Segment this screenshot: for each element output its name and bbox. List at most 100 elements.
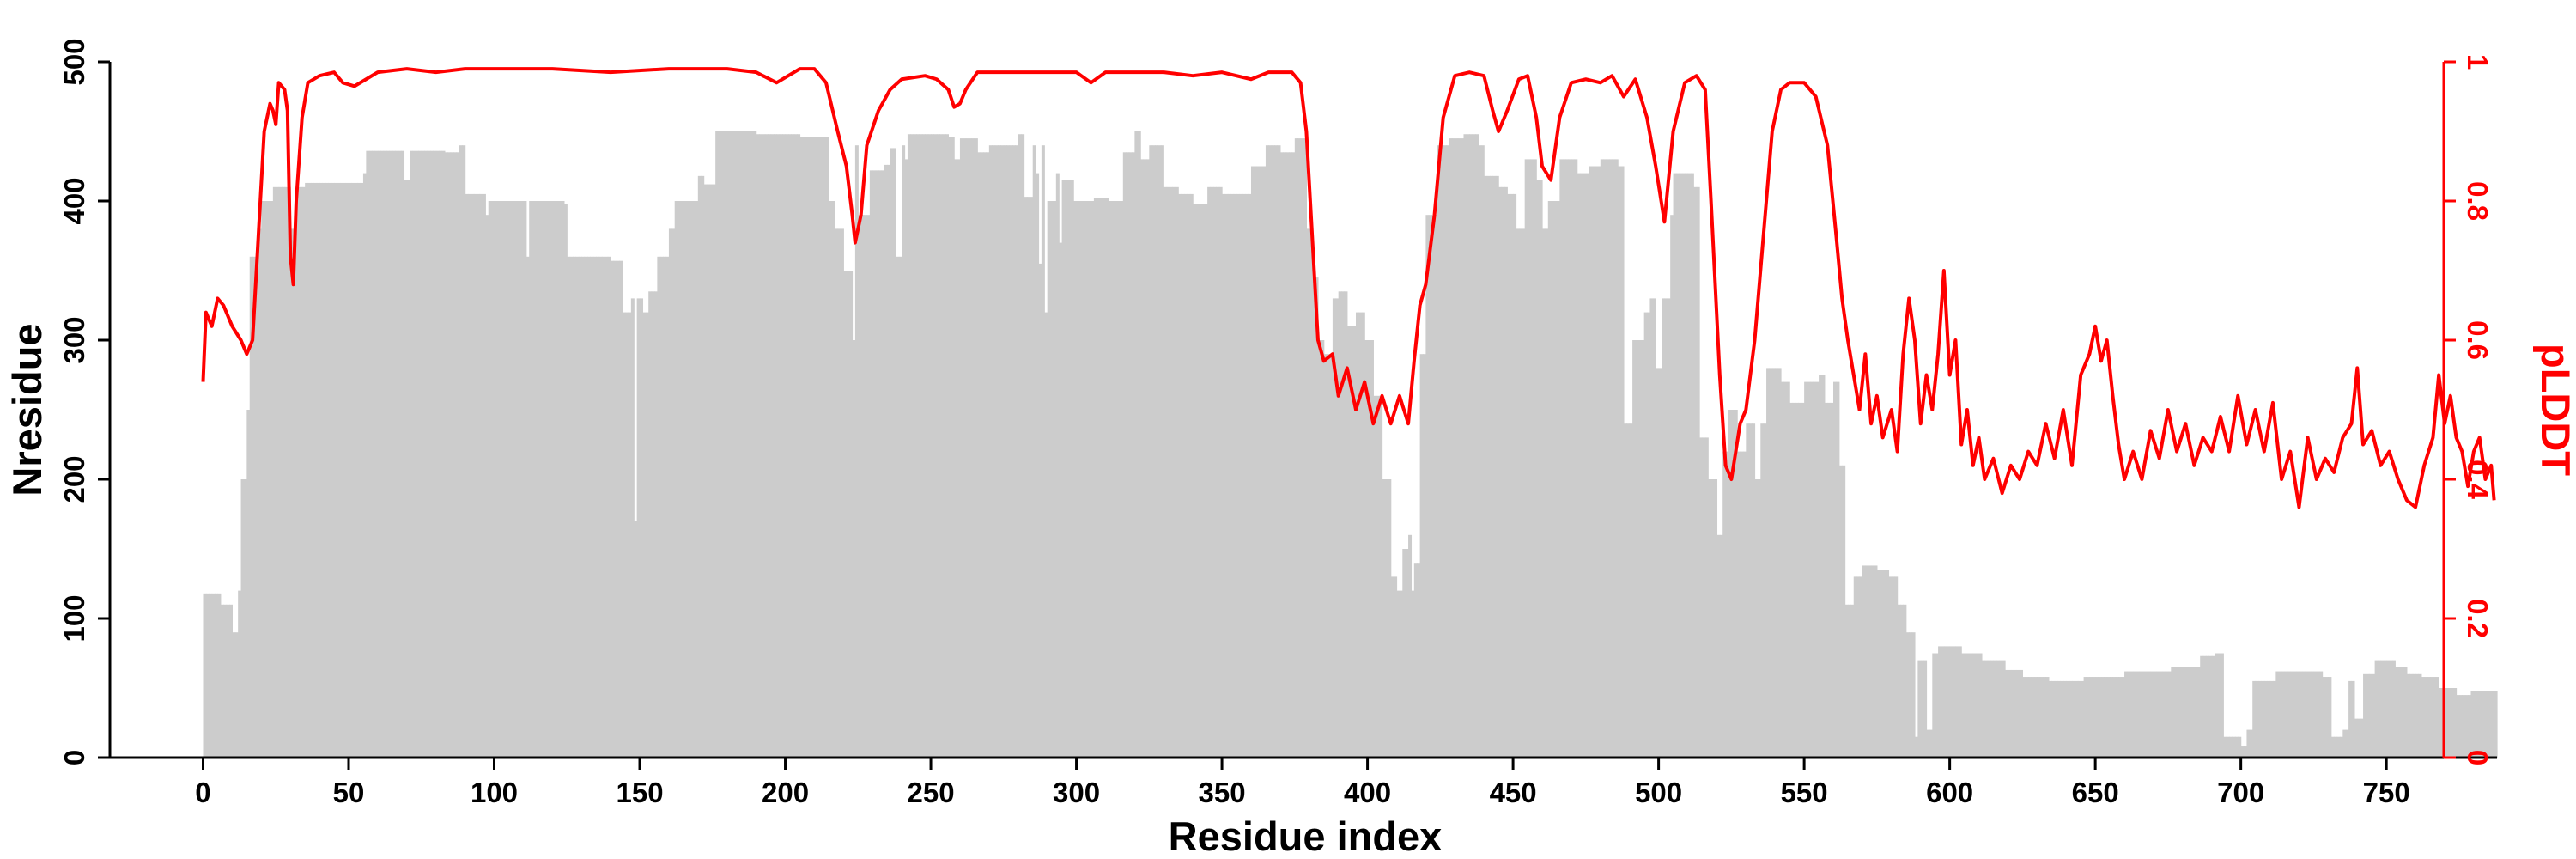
bar: [1181, 193, 1185, 758]
bar: [1126, 152, 1130, 758]
bar: [1880, 570, 1884, 758]
bar: [1449, 138, 1453, 758]
bar: [2307, 671, 2312, 758]
bar: [1608, 159, 1613, 758]
bar: [1874, 565, 1878, 758]
bar: [814, 137, 818, 758]
bar: [459, 145, 463, 758]
bar: [1061, 180, 1066, 758]
bar: [401, 150, 405, 758]
bar: [846, 271, 850, 758]
bar: [2205, 655, 2209, 758]
bar: [2360, 718, 2364, 758]
bar: [1920, 660, 1924, 758]
bar: [671, 228, 676, 758]
bar: [648, 291, 653, 758]
bar: [1777, 368, 1782, 758]
bar: [1746, 423, 1750, 758]
bar: [1809, 381, 1814, 758]
series-line-plddt: [201, 67, 2496, 509]
bar: [1364, 340, 1369, 758]
bar: [1309, 228, 1313, 758]
bar: [1425, 215, 1430, 758]
bar: [2281, 671, 2286, 758]
bar: [849, 271, 854, 758]
bar: [243, 479, 247, 758]
bar: [1003, 145, 1007, 758]
bar: [1082, 201, 1086, 758]
bar: [1018, 134, 1022, 758]
bar: [374, 150, 379, 758]
bar: [1268, 145, 1273, 758]
bar: [276, 186, 280, 758]
bar: [1350, 326, 1354, 758]
bar: [1248, 193, 1252, 758]
bar: [634, 521, 638, 758]
bar: [1984, 660, 1989, 758]
bar: [837, 228, 841, 758]
bar: [680, 201, 684, 758]
bar: [1518, 228, 1522, 758]
bar: [1175, 186, 1179, 758]
bar: [1032, 145, 1036, 758]
bar: [2182, 667, 2186, 758]
bar: [389, 150, 393, 758]
bar: [1260, 166, 1264, 758]
bar: [2372, 673, 2376, 758]
bar: [904, 159, 908, 758]
bar: [2037, 677, 2041, 758]
y-tick-label: 400: [58, 177, 90, 224]
bar: [1583, 173, 1587, 758]
bar: [2261, 680, 2265, 758]
bar: [936, 134, 940, 758]
bar: [720, 131, 725, 758]
bar: [2284, 671, 2288, 758]
bar: [1277, 145, 1281, 758]
bar: [2185, 667, 2190, 758]
bar: [272, 186, 276, 758]
bar: [817, 137, 821, 758]
bar: [2275, 671, 2280, 758]
bar: [1993, 660, 1997, 758]
bar: [1239, 193, 1243, 758]
bar: [1647, 312, 1651, 758]
bar: [1160, 145, 1164, 758]
bar: [1145, 159, 1150, 758]
bar: [854, 145, 859, 758]
bar: [1484, 175, 1488, 758]
bar: [450, 152, 454, 758]
bar: [2324, 677, 2329, 758]
bar: [977, 152, 981, 758]
bar: [372, 150, 376, 758]
bar: [511, 201, 515, 758]
bar: [1719, 534, 1723, 758]
bar: [2043, 677, 2047, 758]
x-tick-label: 400: [1344, 777, 1391, 808]
bar: [2351, 680, 2355, 758]
bar: [1847, 604, 1851, 758]
bar: [963, 138, 967, 758]
bar: [864, 215, 868, 758]
bar: [2305, 671, 2309, 758]
bar: [534, 201, 538, 758]
bar: [890, 148, 894, 758]
bar: [1961, 653, 1965, 758]
bar: [290, 228, 295, 758]
bar: [701, 175, 705, 758]
bar: [1097, 198, 1101, 758]
bar: [1498, 186, 1503, 758]
bar: [322, 182, 326, 758]
bar: [1577, 173, 1581, 758]
bar: [1819, 375, 1823, 758]
bar: [2447, 688, 2451, 758]
bar: [607, 256, 611, 758]
bar: [1030, 197, 1034, 758]
bar: [1000, 145, 1005, 758]
bar: [1140, 159, 1145, 758]
bar: [1044, 312, 1048, 758]
bar: [1722, 451, 1727, 758]
bar: [1987, 660, 1991, 758]
bar: [2106, 677, 2111, 758]
bar: [2397, 667, 2402, 758]
bar: [284, 186, 289, 758]
